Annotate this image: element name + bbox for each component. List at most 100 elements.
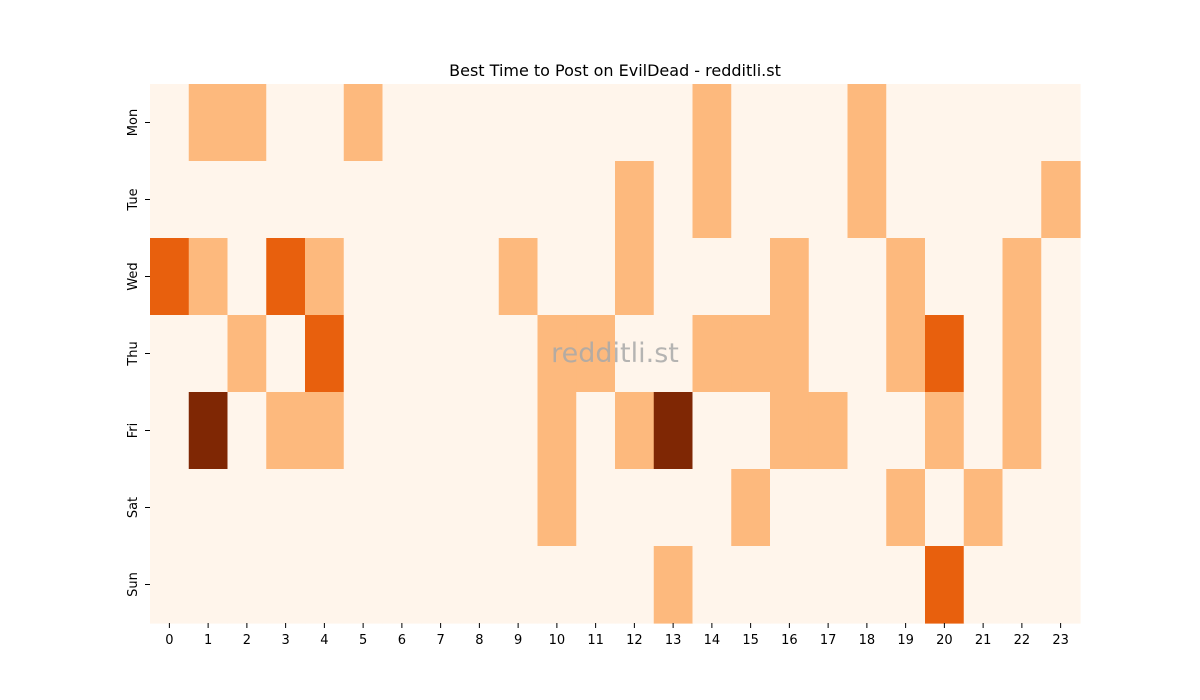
heatmap-cell xyxy=(886,84,926,162)
heatmap-cell xyxy=(963,84,1004,162)
heatmap-cell xyxy=(576,161,616,239)
heatmap-cell xyxy=(692,315,732,393)
heatmap-cell xyxy=(537,546,577,624)
heatmap-cell xyxy=(460,238,500,316)
heatmap-cell xyxy=(537,469,577,547)
heatmap-cells xyxy=(150,84,1081,624)
heatmap-cell xyxy=(343,546,384,624)
x-tick-label: 12 xyxy=(626,633,643,648)
heatmap-cell xyxy=(421,238,461,316)
heatmap-cell xyxy=(847,84,887,162)
heatmap-cell xyxy=(770,315,810,393)
heatmap-cell xyxy=(808,392,849,470)
heatmap-cell xyxy=(382,546,422,624)
y-tick-label: Thu xyxy=(126,341,141,366)
heatmap-cell xyxy=(421,392,461,470)
heatmap-cell xyxy=(188,546,229,624)
heatmap-cell xyxy=(150,238,190,316)
heatmap-cell xyxy=(266,84,306,162)
heatmap-cell xyxy=(963,469,1004,547)
heatmap-cell xyxy=(692,469,732,547)
heatmap-cell xyxy=(150,392,190,470)
x-tick-label: 10 xyxy=(549,633,566,648)
heatmap-cell xyxy=(886,392,926,470)
x-tick-label: 22 xyxy=(1014,633,1031,648)
heatmap-cell xyxy=(305,392,345,470)
heatmap-cell xyxy=(1041,546,1081,624)
heatmap-cell xyxy=(266,161,306,239)
heatmap-cell xyxy=(731,392,771,470)
heatmap-cell xyxy=(227,469,267,547)
heatmap-cell xyxy=(343,469,384,547)
heatmap-cell xyxy=(1002,84,1042,162)
y-axis: Mon Tue Wed Thu Fri Sat Sun xyxy=(126,109,150,597)
heatmap-cell xyxy=(188,161,229,239)
heatmap-cell xyxy=(382,238,422,316)
heatmap-cell xyxy=(847,392,887,470)
x-tick-label: 20 xyxy=(936,633,953,648)
x-tick-label: 17 xyxy=(820,633,837,648)
heatmap-cell xyxy=(886,546,926,624)
heatmap-cell xyxy=(1041,238,1081,316)
heatmap-cell xyxy=(576,469,616,547)
x-tick-label: 19 xyxy=(897,633,914,648)
heatmap-cell xyxy=(653,84,694,162)
heatmap-cell xyxy=(266,469,306,547)
heatmap-cell xyxy=(615,84,655,162)
heatmap-cell xyxy=(653,161,694,239)
heatmap-cell xyxy=(266,315,306,393)
heatmap-cell xyxy=(382,161,422,239)
heatmap-cell xyxy=(227,84,267,162)
heatmap-cell xyxy=(150,161,190,239)
heatmap-cell xyxy=(963,392,1004,470)
heatmap-cell xyxy=(343,84,384,162)
heatmap-cell xyxy=(1002,315,1042,393)
heatmap-cell xyxy=(537,84,577,162)
y-tick-label: Tue xyxy=(126,188,141,211)
x-tick-label: 11 xyxy=(587,633,604,648)
x-tick-label: 18 xyxy=(859,633,876,648)
heatmap-cell xyxy=(421,161,461,239)
heatmap-cell xyxy=(188,315,229,393)
heatmap-cell xyxy=(498,546,539,624)
x-tick-label: 21 xyxy=(975,633,992,648)
heatmap-cell xyxy=(731,546,771,624)
heatmap-cell xyxy=(460,469,500,547)
heatmap-cell xyxy=(653,315,694,393)
heatmap-cell xyxy=(576,392,616,470)
heatmap-cell xyxy=(925,84,965,162)
x-tick-label: 3 xyxy=(281,633,289,648)
heatmap-cell xyxy=(1002,392,1042,470)
heatmap-cell xyxy=(847,546,887,624)
heatmap-cell xyxy=(266,392,306,470)
heatmap-cell xyxy=(963,238,1004,316)
y-tick-label: Fri xyxy=(126,423,141,439)
heatmap-cell xyxy=(770,238,810,316)
heatmap-cell xyxy=(886,469,926,547)
heatmap-cell xyxy=(576,84,616,162)
heatmap-cell xyxy=(460,315,500,393)
heatmap-cell xyxy=(498,84,539,162)
heatmap-cell xyxy=(537,161,577,239)
heatmap-cell xyxy=(886,315,926,393)
heatmap-cell xyxy=(498,469,539,547)
heatmap-cell xyxy=(692,546,732,624)
heatmap-cell xyxy=(770,84,810,162)
heatmap-cell xyxy=(498,238,539,316)
heatmap-cell xyxy=(188,84,229,162)
heatmap-cell xyxy=(460,546,500,624)
heatmap-cell xyxy=(421,546,461,624)
y-tick-label: Sat xyxy=(126,497,141,518)
watermark: redditli.st xyxy=(551,338,679,369)
heatmap-cell xyxy=(1002,469,1042,547)
heatmap-cell xyxy=(537,315,577,393)
heatmap-cell xyxy=(925,392,965,470)
heatmap-cell xyxy=(343,315,384,393)
heatmap-cell xyxy=(343,161,384,239)
heatmap-cell xyxy=(1041,469,1081,547)
heatmap-cell xyxy=(498,392,539,470)
heatmap-cell xyxy=(615,315,655,393)
heatmap-cell xyxy=(150,469,190,547)
heatmap-cell xyxy=(343,392,384,470)
heatmap-cell xyxy=(382,315,422,393)
